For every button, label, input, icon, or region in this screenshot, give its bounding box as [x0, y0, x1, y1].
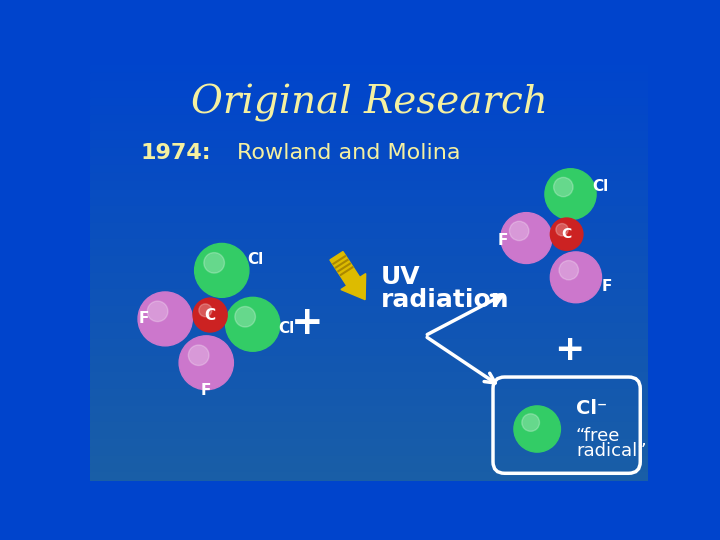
Text: C: C — [562, 227, 572, 241]
Bar — [90, 181, 648, 190]
Circle shape — [148, 301, 168, 322]
Text: Cl⁻: Cl⁻ — [576, 399, 607, 418]
Bar — [90, 65, 648, 73]
Circle shape — [522, 414, 539, 431]
Circle shape — [559, 260, 578, 280]
Text: Original Research: Original Research — [191, 84, 547, 122]
Circle shape — [500, 213, 552, 264]
Text: F: F — [498, 233, 508, 248]
Circle shape — [550, 252, 601, 303]
Circle shape — [204, 253, 225, 273]
Bar — [90, 165, 648, 173]
Bar — [90, 414, 648, 422]
Circle shape — [235, 307, 256, 327]
Circle shape — [556, 224, 568, 236]
FancyArrow shape — [330, 252, 366, 300]
Bar — [90, 140, 648, 148]
Circle shape — [545, 168, 596, 220]
Bar — [90, 265, 648, 273]
Circle shape — [225, 298, 280, 351]
Bar — [90, 298, 648, 306]
Circle shape — [554, 177, 573, 197]
Text: +: + — [554, 333, 584, 367]
Text: Rowland and Molina: Rowland and Molina — [238, 143, 461, 163]
Bar — [90, 422, 648, 431]
Text: F: F — [602, 279, 612, 294]
Circle shape — [179, 336, 233, 390]
Circle shape — [510, 221, 529, 241]
Bar — [90, 148, 648, 156]
Bar — [90, 231, 648, 239]
Bar — [90, 123, 648, 131]
Circle shape — [138, 292, 192, 346]
Bar — [90, 364, 648, 373]
Bar — [90, 339, 648, 348]
Bar — [90, 447, 648, 456]
Circle shape — [514, 406, 560, 452]
Bar — [90, 322, 648, 331]
Text: F: F — [201, 383, 212, 398]
Text: “free: “free — [576, 427, 621, 445]
Bar — [90, 173, 648, 181]
Bar — [90, 431, 648, 439]
Bar — [90, 82, 648, 90]
Text: +: + — [291, 303, 323, 342]
Circle shape — [194, 244, 249, 298]
Bar — [90, 456, 648, 464]
Bar — [90, 314, 648, 322]
Circle shape — [193, 298, 228, 332]
Bar — [90, 464, 648, 472]
Bar — [90, 281, 648, 289]
Bar — [90, 331, 648, 339]
Circle shape — [189, 345, 209, 366]
Bar — [90, 206, 648, 214]
Bar — [90, 373, 648, 381]
Bar — [90, 273, 648, 281]
Bar — [90, 223, 648, 231]
Bar — [90, 306, 648, 314]
Bar — [90, 348, 648, 356]
Bar — [90, 98, 648, 106]
Text: C: C — [204, 308, 216, 322]
Bar — [90, 131, 648, 140]
Bar — [90, 356, 648, 364]
Bar — [90, 214, 648, 223]
Bar — [90, 114, 648, 123]
Bar — [90, 289, 648, 298]
Bar — [90, 106, 648, 114]
Bar — [90, 73, 648, 82]
Text: Cl: Cl — [593, 179, 609, 194]
Text: radiation: radiation — [381, 288, 509, 312]
Bar — [90, 439, 648, 447]
Text: Cl: Cl — [247, 252, 264, 267]
Text: 1974:: 1974: — [140, 143, 211, 163]
Bar — [90, 406, 648, 414]
Text: UV: UV — [381, 265, 420, 288]
Bar — [90, 248, 648, 256]
Bar — [90, 239, 648, 248]
Bar — [90, 198, 648, 206]
Bar — [90, 156, 648, 165]
Bar — [90, 472, 648, 481]
Text: F: F — [139, 312, 150, 326]
Bar — [90, 397, 648, 406]
Circle shape — [199, 304, 212, 317]
Bar — [90, 381, 648, 389]
Bar — [90, 190, 648, 198]
Text: Cl: Cl — [278, 321, 294, 336]
Text: radical”: radical” — [576, 442, 647, 460]
Bar — [90, 90, 648, 98]
Bar — [90, 256, 648, 265]
Circle shape — [550, 218, 583, 251]
Bar — [90, 389, 648, 397]
